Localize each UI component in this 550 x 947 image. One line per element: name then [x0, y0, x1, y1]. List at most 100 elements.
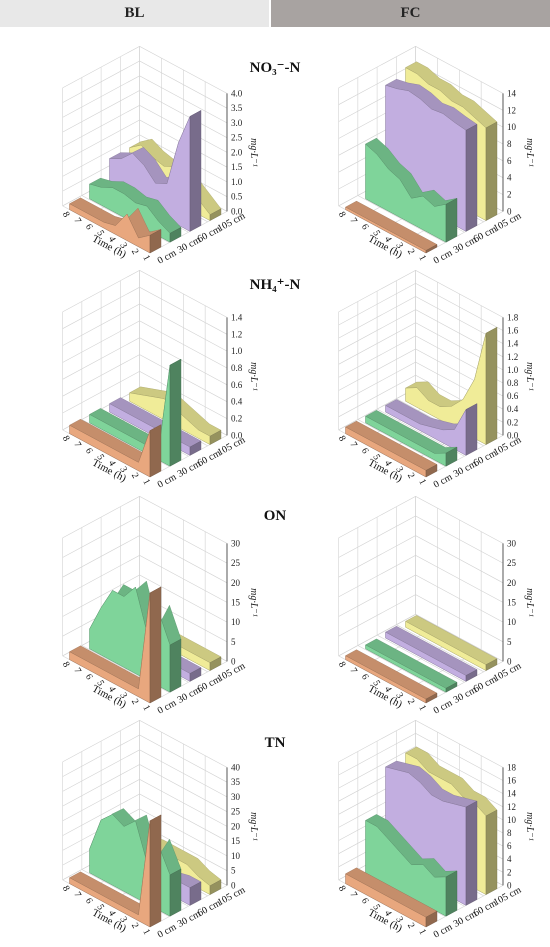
time-tick-label: 7 [71, 667, 82, 676]
ribbon-cap [465, 800, 478, 906]
depth-tick-label: 0 cm [432, 472, 455, 491]
chart-fc-on: 0 5 10 15 20 25 30 mg·L⁻¹ 0 cm 30 cm 60 cm 105 cm 1 2… [278, 495, 548, 723]
depth-tick-label: 0 cm [432, 248, 455, 267]
z-tick-label: 16 [507, 776, 517, 786]
time-tick-label: 5 [94, 903, 105, 912]
depth-tick-label: 0 cm [156, 472, 179, 491]
ribbon-cap [209, 879, 222, 895]
ribbon-face [385, 404, 467, 456]
ribbon-cap [485, 809, 498, 895]
z-tick-label: 4 [507, 173, 512, 183]
z-tick-label: 6 [507, 841, 512, 851]
time-tick-label: 4 [382, 235, 393, 244]
chart-fc-no3: 0 2 4 6 8 10 12 14 mg·L⁻¹ 0 cm 30 cm 60 cm 105 cm 1 2 3… [278, 45, 548, 273]
z-tick-label: 2.5 [231, 133, 243, 143]
z-tick-label: 0 [231, 880, 236, 890]
ribbon-cap [149, 424, 162, 478]
time-tick-label: 5 [370, 679, 381, 688]
ribbon-cap [465, 123, 478, 232]
z-tick-label: 18 [507, 762, 517, 772]
ribbon-cap [425, 692, 438, 704]
z-tick-label: 3.0 [231, 118, 243, 128]
time-tick-label: 1 [416, 478, 427, 487]
depth-tick-label: 0 cm [432, 698, 455, 717]
ribbon-face [365, 143, 447, 243]
ribbon-cap [189, 440, 202, 456]
z-tick-label: 15 [231, 836, 241, 846]
time-tick-label: 1 [416, 254, 427, 263]
z-axis-label: mg·L⁻¹ [248, 138, 259, 167]
z-tick-label: 25 [507, 558, 517, 568]
z-tick-label: 5 [231, 866, 236, 876]
z-tick-label: 12 [507, 802, 516, 812]
series-d0 [69, 814, 162, 928]
z-tick-label: 0.0 [507, 430, 519, 440]
z-tick-label: 0.0 [231, 430, 243, 440]
z-axis-label: mg·L⁻¹ [524, 362, 535, 391]
z-tick-label: 1.0 [231, 177, 243, 187]
time-tick-label: 4 [106, 459, 117, 468]
ribbon-cap [149, 814, 162, 928]
time-tick-label: 8 [60, 210, 71, 219]
time-tick-label: 5 [370, 903, 381, 912]
time-tick-label: 7 [71, 891, 82, 900]
ribbon-cap [149, 229, 162, 254]
time-tick-label: 6 [83, 223, 94, 232]
time-tick-label: 1 [140, 478, 151, 487]
time-tick-label: 3 [393, 465, 404, 474]
time-tick-label: 2 [405, 248, 416, 257]
z-tick-label: 0 [507, 880, 512, 890]
ribbon-cap [169, 638, 182, 693]
series-d0 [69, 586, 162, 704]
series-d0 [345, 649, 438, 704]
time-tick-label: 2 [405, 472, 416, 481]
chart-bl-nh4: 0.0 0.2 0.4 0.6 0.8 1.0 1.2 1.4 mg·L⁻¹ 0 cm 30 cm 6… [2, 269, 272, 497]
z-tick-label: 30 [231, 538, 241, 548]
z-tick-label: 10 [231, 851, 241, 861]
time-tick-label: 1 [140, 928, 151, 937]
ribbon-face [405, 620, 487, 672]
ribbon-cap [169, 227, 182, 243]
time-tick-label: 8 [336, 210, 347, 219]
ribbon-face [345, 655, 427, 704]
chart-fc-tn: 0 2 4 6 8 10 12 14 16 18 mg·L⁻¹ 0 cm 30 cm 60 cm 105 c… [278, 719, 548, 947]
time-tick-label: 4 [106, 909, 117, 918]
ribbon-cap [445, 870, 458, 917]
series-d30 [365, 137, 458, 243]
time-tick-label: 3 [117, 465, 128, 474]
time-tick-label: 5 [370, 229, 381, 238]
chart-bl-tn: 0 5 10 15 20 25 30 35 40 mg·L⁻¹ 0 cm 30 cm 60 cm 105 … [2, 719, 272, 947]
ribbon-face [345, 206, 427, 254]
z-tick-label: 4 [507, 854, 512, 864]
z-tick-label: 0.0 [231, 206, 243, 216]
time-tick-label: 8 [60, 884, 71, 893]
z-tick-label: 1.8 [507, 312, 519, 322]
z-tick-label: 0.6 [507, 391, 519, 401]
time-tick-label: 2 [129, 248, 140, 257]
ribbon-face [365, 415, 447, 467]
z-tick-label: 25 [231, 807, 241, 817]
series-d105 [405, 615, 498, 672]
z-tick-label: 4.0 [231, 88, 243, 98]
z-tick-label: 20 [231, 821, 241, 831]
z-tick-label: 2.0 [231, 147, 243, 157]
ribbon-cap [189, 667, 202, 682]
z-tick-label: 15 [507, 597, 517, 607]
z-tick-label: 1.5 [231, 162, 243, 172]
z-tick-label: 0.6 [231, 380, 243, 390]
ribbon-face [69, 820, 151, 928]
time-tick-label: 5 [94, 453, 105, 462]
z-tick-label: 10 [507, 815, 517, 825]
time-tick-label: 5 [94, 679, 105, 688]
z-tick-label: 14 [507, 789, 517, 799]
chart-bl-no3: 0.0 0.5 1.0 1.5 2.0 2.5 3.0 3.5 4.0 mg·L⁻¹ 0 cm 30 … [2, 45, 272, 273]
depth-tick-label: 0 cm [432, 922, 455, 941]
z-tick-label: 30 [507, 538, 517, 548]
time-tick-label: 4 [382, 685, 393, 694]
time-tick-label: 1 [416, 704, 427, 713]
z-tick-label: 14 [507, 88, 517, 98]
time-tick-label: 4 [382, 459, 393, 468]
time-tick-label: 5 [370, 453, 381, 462]
time-tick-label: 6 [83, 673, 94, 682]
z-axis-label: mg·L⁻¹ [248, 362, 259, 391]
